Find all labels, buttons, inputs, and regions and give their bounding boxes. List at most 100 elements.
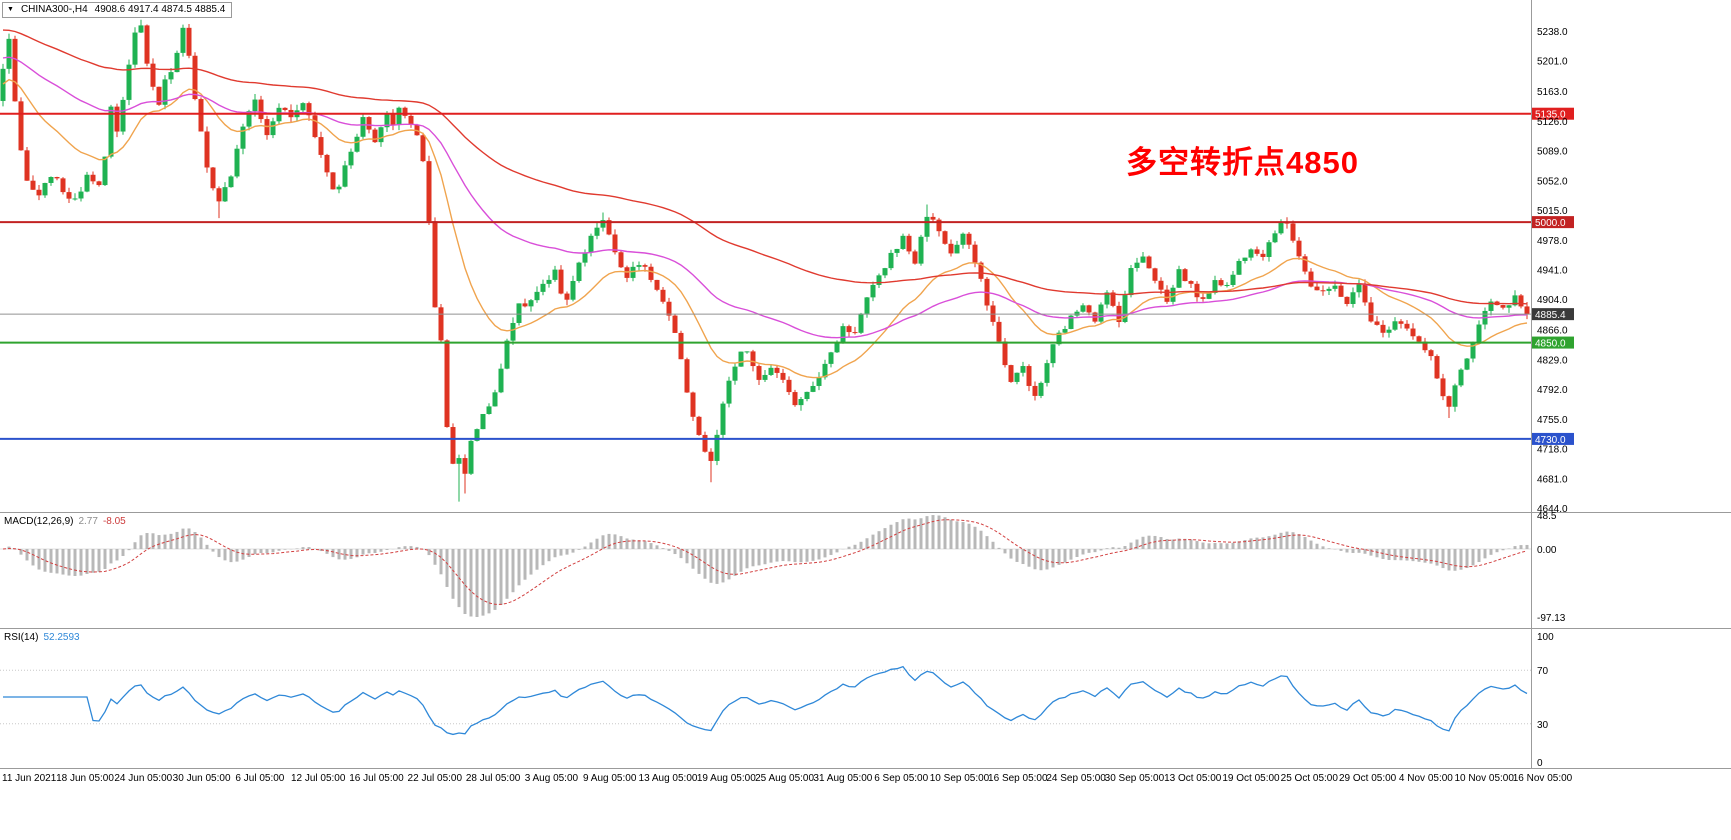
level-lines-layer: 5135.0 5000.0 4850.0 4730.0 4885.4: [0, 107, 1574, 446]
candle-body: [1446, 396, 1452, 407]
candle-body: [1104, 292, 1110, 305]
candle-body: [594, 227, 600, 236]
candle-body: [66, 192, 72, 199]
candle-body: [1368, 302, 1374, 322]
annotation-text[interactable]: 多空转折点4850: [1126, 145, 1359, 180]
candle-body: [648, 266, 654, 280]
candle-body: [1002, 341, 1008, 366]
candle-body: [492, 392, 498, 407]
symbol-period-label: CHINA300-,H4: [20, 4, 88, 15]
price-tag: [1532, 432, 1574, 445]
macd-scale-label: -97.13: [1537, 613, 1566, 624]
candle-body: [210, 167, 216, 189]
time-axis-label: 30 Jun 05:00: [173, 773, 231, 784]
candle-body: [636, 265, 642, 267]
time-axis-label: 3 Aug 05:00: [525, 773, 579, 784]
candle-body: [306, 103, 312, 116]
candle-body: [450, 427, 456, 464]
candle-body: [762, 374, 768, 380]
candle-body: [1200, 297, 1206, 299]
candle-body: [426, 161, 432, 222]
candle-body: [1422, 341, 1428, 351]
rsi-indicator-label: RSI(14) 52.2593: [4, 632, 80, 643]
candle-body: [0, 68, 6, 101]
rsi-name: RSI(14): [4, 632, 39, 643]
candle-body: [570, 280, 576, 300]
candle-body: [1524, 306, 1530, 315]
rsi-line: [3, 665, 1528, 736]
time-axis-label: 4 Nov 05:00: [1399, 773, 1453, 784]
candle-body: [498, 368, 504, 393]
candle-body: [1452, 385, 1458, 407]
candle-body: [1014, 372, 1020, 382]
candle-body: [1272, 233, 1278, 243]
time-axis[interactable]: 11 Jun 2021 18 Jun 05:00 24 Jun 05:00 30 Ju…: [2, 773, 1573, 784]
candle-body: [1386, 329, 1392, 333]
price-axis-label: 5089.0: [1537, 147, 1568, 158]
candle-body: [1506, 305, 1512, 308]
candle-body: [630, 266, 636, 278]
macd-main-value: 2.77: [78, 516, 98, 527]
candle-body: [390, 114, 396, 125]
candle-body: [480, 413, 486, 430]
candle-body: [1056, 332, 1062, 345]
rsi-scale-label: 70: [1537, 666, 1549, 677]
moving-averages-layer: [2, 29, 1528, 379]
candle-body: [42, 182, 48, 196]
candle-body: [996, 321, 1002, 342]
candle-body: [714, 434, 720, 461]
price-axis-label: 4681.0: [1537, 474, 1568, 485]
candle-body: [72, 198, 78, 200]
candle-body: [798, 399, 804, 406]
candle-body: [186, 27, 192, 56]
candle-body: [138, 25, 144, 33]
price-axis-label: 4718.0: [1537, 445, 1568, 456]
time-axis-label: 19 Aug 05:00: [697, 773, 756, 784]
candle-body: [36, 189, 42, 196]
ohlc-values: 4908.6 4917.4 4874.5 4885.4: [94, 4, 226, 15]
candle-body: [684, 359, 690, 393]
time-axis-label: 24 Sep 05:00: [1046, 773, 1106, 784]
candle-body: [48, 177, 54, 183]
symbol-info-box[interactable]: ▼ CHINA300-,H4 4908.6 4917.4 4874.5 4885…: [2, 2, 233, 18]
candle-body: [1518, 295, 1524, 307]
price-axis-label: 5052.0: [1537, 176, 1568, 187]
candle-body: [1302, 256, 1308, 272]
candle-body: [486, 406, 492, 414]
candle-body: [666, 301, 672, 316]
candle-body: [1332, 285, 1338, 289]
candle-body: [1314, 286, 1320, 291]
candle-body: [1086, 305, 1092, 313]
candle-body: [1488, 301, 1494, 311]
candle-body: [1326, 288, 1332, 291]
candle-body: [1044, 363, 1050, 383]
candle-body: [396, 107, 402, 125]
candle-body: [1380, 324, 1386, 333]
candle-body: [1434, 356, 1440, 379]
candle-body: [252, 99, 258, 112]
candle-body: [1050, 344, 1056, 364]
price-axis-label: 4792.0: [1537, 385, 1568, 396]
price-tag-text: 5000.0: [1535, 218, 1566, 229]
candle-body: [1068, 315, 1074, 329]
candle-body: [846, 326, 852, 333]
candle-body: [132, 32, 138, 65]
candle-body: [750, 351, 756, 367]
ma-fast-line: [2, 78, 1528, 379]
candle-body: [1038, 382, 1044, 396]
candle-body: [552, 269, 558, 280]
price-axis[interactable]: 5238.0 5201.0 5163.0 5126.0 5089.0 5052.0 5015…: [1537, 27, 1568, 769]
candle-body: [654, 279, 660, 290]
candle-body: [948, 243, 954, 254]
candles-layer: [0, 19, 1530, 502]
price-tag-text: 4730.0: [1535, 435, 1566, 446]
candle-body: [954, 244, 960, 254]
candle-body: [342, 165, 348, 187]
candle-body: [18, 101, 24, 151]
price-axis-label: 4904.0: [1537, 295, 1568, 306]
candle-body: [456, 458, 462, 464]
candle-body: [180, 27, 186, 53]
candle-body: [1212, 280, 1218, 293]
time-axis-label: 16 Nov 05:00: [1513, 773, 1573, 784]
